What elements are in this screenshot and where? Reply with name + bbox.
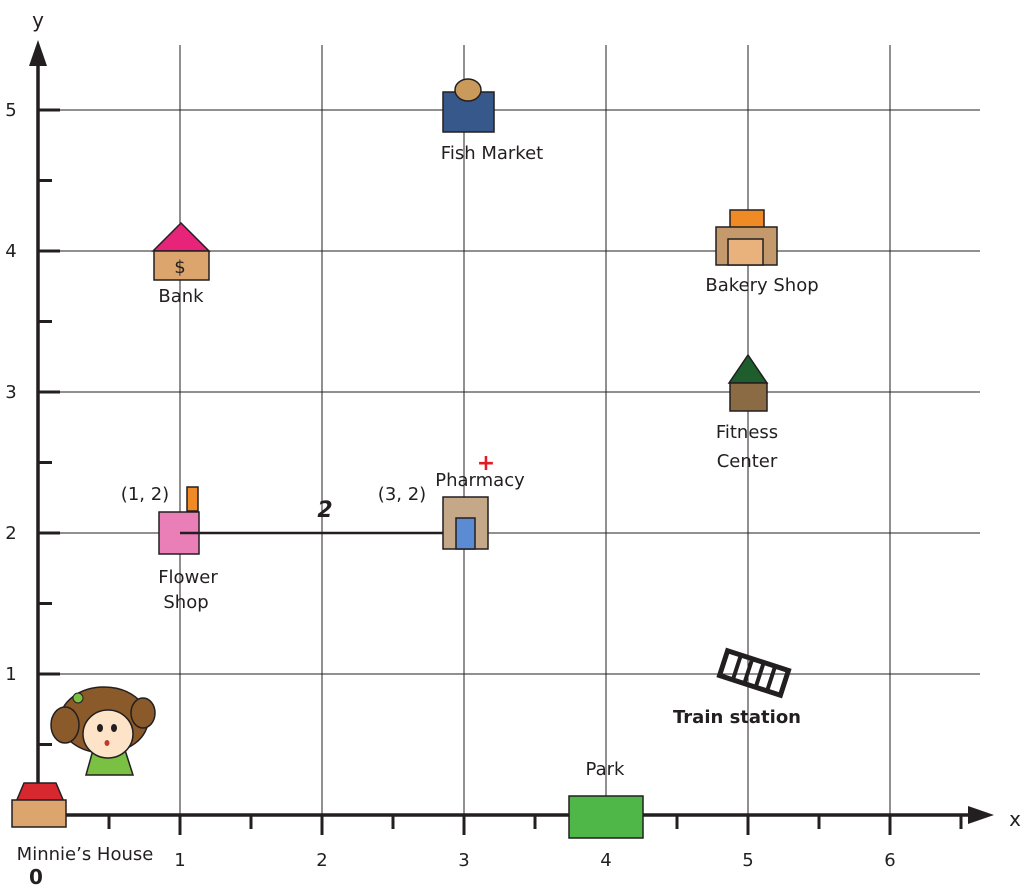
x-axis-label: x — [1009, 807, 1021, 831]
x-tick-label: 6 — [884, 850, 895, 871]
flower-shop-label: Flower — [158, 567, 218, 588]
dollar-icon: $ — [174, 257, 185, 278]
y-tick-label: 1 — [5, 664, 16, 685]
pharmacy-label: Pharmacy — [435, 470, 525, 491]
bank-label: Bank — [158, 286, 204, 307]
flower-shop-coordinate-label: (1, 2) — [121, 484, 169, 505]
origin-label: 0 — [29, 865, 43, 888]
x-tick-label: 2 — [316, 850, 327, 871]
park-icon — [568, 795, 644, 839]
park-label: Park — [586, 759, 625, 780]
fish-market-label: Fish Market — [441, 143, 543, 164]
tick-labels: 1 2 3 4 5 6 1 2 3 4 5 — [5, 100, 895, 871]
flower-shop-label-line2: Shop — [163, 592, 208, 613]
x-tick-label: 3 — [458, 850, 469, 871]
y-axis-arrow-icon — [29, 40, 47, 66]
train-station-label: Train station — [673, 707, 801, 728]
pharmacy-icon — [442, 496, 489, 550]
distance-label: 2 — [317, 498, 332, 523]
fitness-center-label-line2: Center — [717, 451, 778, 472]
y-tick-label: 3 — [5, 382, 16, 403]
y-axis-label: y — [32, 8, 44, 32]
pharmacy-coordinate-label: (3, 2) — [378, 484, 426, 505]
flower-shop-icon — [158, 486, 200, 555]
minnies-house-label: Minnie’s House — [17, 844, 154, 865]
y-tick-label: 5 — [5, 100, 16, 121]
fitness-center-icon — [727, 353, 769, 412]
x-tick-label: 1 — [174, 850, 185, 871]
fish-market-icon — [442, 78, 495, 133]
y-tick-label: 4 — [5, 241, 16, 262]
bakery-shop-icon — [715, 209, 778, 266]
x-axis-arrow-icon — [968, 806, 994, 824]
x-tick-label: 4 — [600, 850, 611, 871]
girl-icon — [50, 686, 156, 776]
pharmacy-cross-icon: + — [477, 451, 495, 476]
x-tick-label: 5 — [742, 850, 753, 871]
y-tick-label: 2 — [5, 523, 16, 544]
minnies-house-icon — [11, 782, 67, 828]
fitness-center-label: Fitness — [716, 422, 778, 443]
bakery-shop-label: Bakery Shop — [705, 275, 818, 296]
train-station-icon — [716, 647, 792, 699]
grid-lines — [38, 45, 980, 815]
bank-icon — [151, 221, 211, 281]
